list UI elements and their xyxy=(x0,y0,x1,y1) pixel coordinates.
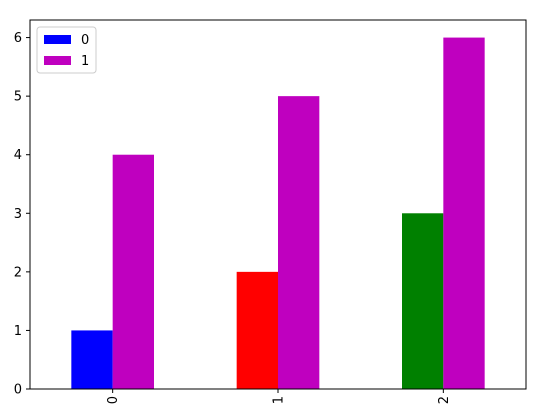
y-tick-label: 0 xyxy=(14,383,22,398)
legend-label-1: 1 xyxy=(81,54,89,69)
y-tick-label: 5 xyxy=(14,90,22,105)
bar-series-0-category-0 xyxy=(71,330,113,389)
x-axis: 0 1 2 xyxy=(106,389,452,404)
legend-swatch-0 xyxy=(44,35,71,44)
legend: 01 xyxy=(36,26,97,74)
plot-frame xyxy=(29,19,527,390)
y-axis: 0 1 2 3 4 5 6 xyxy=(14,31,30,398)
bar-series-0-category-1 xyxy=(236,271,278,389)
x-tick-label: 1 xyxy=(272,396,287,404)
bars-group xyxy=(71,37,485,390)
bar-series-1-category-0 xyxy=(112,154,154,389)
legend-swatch-1 xyxy=(44,56,71,65)
bar-series-1-category-1 xyxy=(278,96,320,390)
bar-series-0-category-2 xyxy=(402,213,444,389)
bar-series-1-category-2 xyxy=(443,37,485,389)
y-tick-label: 1 xyxy=(14,324,22,339)
x-tick-label: 2 xyxy=(437,396,452,404)
legend-label-0: 0 xyxy=(81,33,89,48)
x-tick-label: 0 xyxy=(106,396,121,404)
y-tick-label: 6 xyxy=(14,31,22,46)
y-tick-label: 2 xyxy=(14,265,22,280)
y-tick-label: 4 xyxy=(14,148,22,163)
y-tick-label: 3 xyxy=(14,207,22,222)
